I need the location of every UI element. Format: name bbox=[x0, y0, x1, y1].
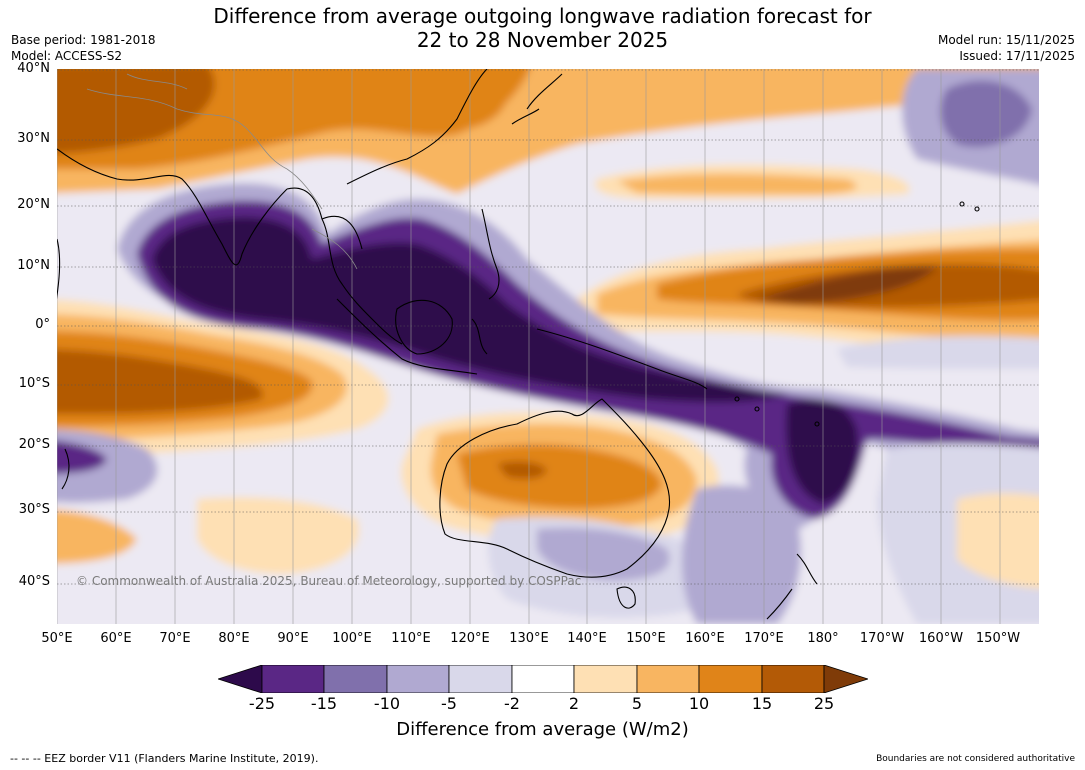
lat-label-40n: 40°N bbox=[17, 61, 50, 76]
lon-label-150w: 150°W bbox=[975, 631, 1021, 646]
lon-label-90e: 90°E bbox=[277, 631, 309, 646]
lat-label-0: 0° bbox=[35, 317, 50, 332]
meta-right: Model run: 15/11/2025 Issued: 17/11/2025 bbox=[938, 32, 1075, 64]
lon-label-160e: 160°E bbox=[685, 631, 725, 646]
colorbar-bin-3 bbox=[386, 664, 450, 694]
colorbar-bin-5 bbox=[511, 664, 575, 694]
lon-label-140e: 140°E bbox=[567, 631, 607, 646]
lon-label-80e: 80°E bbox=[218, 631, 250, 646]
meta-left: Base period: 1981-2018 Model: ACCESS-S2 bbox=[11, 32, 156, 64]
boundary-disclaimer: Boundaries are not considered authoritat… bbox=[876, 754, 1075, 764]
map-panel bbox=[57, 69, 1039, 624]
colorbar bbox=[216, 664, 870, 694]
colorbar-tick: -10 bbox=[373, 694, 401, 713]
title-line-1: Difference from average outgoing longwav… bbox=[213, 4, 872, 28]
lon-label-130e: 130°E bbox=[509, 631, 549, 646]
lat-label-20s: 20°S bbox=[18, 437, 50, 452]
colorbar-label: Difference from average (W/m2) bbox=[396, 719, 689, 740]
colorbar-bin-1 bbox=[261, 664, 325, 694]
colorbar-bin-6 bbox=[573, 664, 638, 694]
lat-label-20n: 20°N bbox=[17, 197, 50, 212]
base-period: Base period: 1981-2018 bbox=[11, 33, 156, 47]
coastlines bbox=[57, 69, 980, 620]
meridians bbox=[57, 69, 1001, 624]
lat-label-40s: 40°S bbox=[18, 574, 50, 589]
title-line-2: 22 to 28 November 2025 bbox=[416, 28, 669, 52]
lon-label-170w: 170°W bbox=[859, 631, 905, 646]
lon-label-170e: 170°E bbox=[744, 631, 784, 646]
colorbar-tick: -25 bbox=[248, 694, 276, 713]
colorbar-svg bbox=[216, 664, 870, 694]
colorbar-tick: 2 bbox=[568, 694, 580, 713]
lon-label-150e: 150°E bbox=[626, 631, 666, 646]
colorbar-bin-2 bbox=[323, 664, 388, 694]
colorbar-bin-8 bbox=[698, 664, 763, 694]
model-run: Model run: 15/11/2025 bbox=[937, 33, 1075, 47]
eez-legend-note: -- -- -- EEZ border V11 (Flanders Marine… bbox=[10, 752, 319, 765]
colorbar-tick: -15 bbox=[310, 694, 338, 713]
lon-label-120e: 120°E bbox=[450, 631, 490, 646]
colorbar-bin-7 bbox=[636, 664, 700, 694]
borders bbox=[86, 73, 358, 270]
lat-label-30s: 30°S bbox=[18, 502, 50, 517]
colorbar-tick: 5 bbox=[631, 694, 643, 713]
lat-label-30n: 30°N bbox=[17, 131, 50, 146]
lon-label-50e: 50°E bbox=[41, 631, 73, 646]
lon-label-100e: 100°E bbox=[332, 631, 372, 646]
colorbar-tick: 15 bbox=[751, 694, 773, 713]
lon-label-160w: 160°W bbox=[918, 631, 964, 646]
colorbar-max-extend bbox=[823, 664, 870, 694]
lon-label-60e: 60°E bbox=[100, 631, 132, 646]
model-name: Model: ACCESS-S2 bbox=[11, 49, 123, 63]
lon-label-110e: 110°E bbox=[391, 631, 431, 646]
colorbar-bin-4 bbox=[448, 664, 513, 694]
lon-label-70e: 70°E bbox=[159, 631, 191, 646]
graticule bbox=[57, 69, 1039, 585]
colorbar-tick: 25 bbox=[813, 694, 835, 713]
lon-label-180: 180° bbox=[807, 631, 839, 646]
colorbar-tick: -5 bbox=[441, 694, 457, 713]
anomaly-field bbox=[57, 69, 1039, 624]
lat-label-10n: 10°N bbox=[17, 258, 50, 273]
colorbar-tick: -2 bbox=[504, 694, 520, 713]
colorbar-bin-9 bbox=[761, 664, 825, 694]
map-title: Difference from average outgoing longwav… bbox=[0, 4, 1085, 52]
colorbar-min-extend bbox=[216, 664, 263, 694]
issued-date: Issued: 17/11/2025 bbox=[959, 49, 1075, 63]
colorbar-tick: 10 bbox=[688, 694, 710, 713]
copyright-text: © Commonwealth of Australia 2025, Bureau… bbox=[76, 574, 582, 588]
lat-label-10s: 10°S bbox=[18, 376, 50, 391]
olr-anomaly-map bbox=[57, 69, 1039, 624]
